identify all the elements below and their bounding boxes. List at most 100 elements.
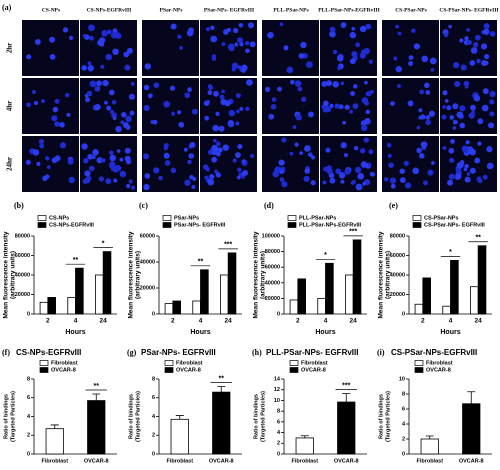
cell-nucleus: [192, 176, 197, 182]
cell-nucleus: [189, 141, 196, 148]
cell-nucleus: [212, 150, 217, 156]
y-axis-title: Ratio of bindings: [253, 394, 259, 439]
cell-nucleus: [408, 55, 414, 61]
error-bar: [300, 435, 309, 438]
cell-nucleus: [352, 103, 359, 110]
cell-nucleus: [303, 175, 310, 182]
cell-nucleus: [298, 53, 305, 59]
y-tick-label: 60000: [15, 253, 30, 259]
cell-nucleus: [349, 31, 357, 39]
cell-nucleus: [324, 105, 332, 113]
cell-nucleus: [351, 180, 356, 184]
cell-nucleus: [183, 147, 188, 152]
cell-nucleus: [340, 22, 347, 28]
cell-nucleus: [300, 96, 307, 102]
cell-nucleus: [203, 100, 210, 106]
cell-nucleus: [355, 42, 361, 48]
cell-nucleus: [232, 158, 237, 163]
cell-nucleus: [54, 155, 61, 162]
cell-nucleus: [421, 55, 428, 63]
cell-nucleus: [281, 181, 288, 188]
error-bar: [342, 393, 351, 403]
cell-nucleus: [187, 87, 192, 93]
cell-nucleus: [342, 120, 347, 125]
cell-nucleus: [238, 22, 244, 28]
cell-nucleus: [364, 118, 371, 125]
cell-nucleus: [124, 64, 131, 71]
cell-nucleus: [466, 39, 472, 46]
cell-nucleus: [228, 109, 236, 117]
cell-nucleus: [272, 170, 280, 178]
cell-nucleus: [450, 139, 455, 144]
cell-nucleus: [423, 180, 428, 186]
cell-nucleus: [469, 167, 476, 174]
cell-nucleus: [119, 170, 127, 178]
micrograph: [142, 78, 199, 134]
cell-nucleus: [212, 138, 217, 143]
cell-nucleus: [388, 162, 394, 168]
cell-nucleus: [215, 172, 221, 178]
cell-nucleus: [465, 140, 470, 145]
cell-nucleus: [187, 159, 192, 165]
bar: [297, 278, 306, 315]
cell-nucleus: [210, 35, 218, 43]
cell-nucleus: [245, 106, 250, 111]
cell-nucleus: [393, 56, 398, 61]
column-header: CS-PSar-NPs- EGFRvIII: [439, 7, 498, 13]
cell-nucleus: [236, 175, 241, 180]
cell-nucleus: [109, 162, 115, 169]
cell-nucleus: [295, 114, 302, 121]
cell-nucleus: [106, 29, 112, 35]
cell-nucleus: [214, 169, 218, 174]
cell-nucleus: [41, 99, 46, 104]
cell-nucleus: [459, 38, 464, 43]
y-tick-label: 6: [402, 406, 405, 412]
legend-swatch: [37, 215, 47, 221]
cell-nucleus: [98, 176, 105, 182]
cell-nucleus: [297, 86, 303, 92]
x-tick-label: Fibroblast: [166, 458, 193, 464]
cell-nucleus: [247, 22, 255, 29]
legend-swatch: [289, 360, 299, 366]
bar: [192, 300, 201, 315]
cell-nucleus: [209, 174, 215, 180]
cell-nucleus: [191, 185, 196, 189]
cell-nucleus: [444, 98, 449, 103]
cell-nucleus: [459, 122, 466, 129]
legend-swatch: [412, 215, 422, 221]
cell-nucleus: [112, 48, 119, 55]
y-tick-label: 0: [277, 451, 280, 457]
cell-nucleus: [365, 109, 371, 115]
y-tick-label: 8: [152, 376, 155, 382]
cell-nucleus: [87, 61, 92, 66]
y-tick-label: 2: [27, 433, 30, 439]
cell-nucleus: [46, 165, 51, 169]
cell-nucleus: [68, 35, 74, 41]
cell-nucleus: [344, 104, 350, 110]
cell-nucleus: [469, 60, 476, 66]
cell-nucleus: [480, 43, 488, 50]
cell-nucleus: [310, 155, 316, 160]
cell-nucleus: [208, 85, 214, 91]
y-tick-label: 60000: [390, 253, 405, 259]
cell-nucleus: [231, 67, 236, 72]
cell-nucleus: [237, 167, 242, 173]
cell-nucleus: [144, 173, 151, 179]
y-tick-label: 0: [27, 311, 30, 317]
x-tick-label: Fibroblast: [291, 458, 318, 464]
cell-nucleus: [111, 99, 117, 105]
cell-nucleus: [129, 110, 135, 116]
cell-nucleus: [59, 122, 65, 128]
cell-nucleus: [343, 153, 348, 158]
column-header: PSar-NPs: [160, 7, 183, 13]
cell-nucleus: [205, 167, 210, 172]
cell-nucleus: [418, 108, 423, 113]
cell-nucleus: [456, 111, 464, 119]
cell-nucleus: [453, 62, 460, 69]
y-tick-label: 80000: [390, 233, 405, 239]
cell-nucleus: [106, 105, 112, 111]
cell-nucleus: [474, 34, 481, 41]
cell-nucleus: [355, 183, 363, 191]
y-tick-label: 12: [274, 387, 280, 393]
cell-nucleus: [325, 80, 332, 87]
